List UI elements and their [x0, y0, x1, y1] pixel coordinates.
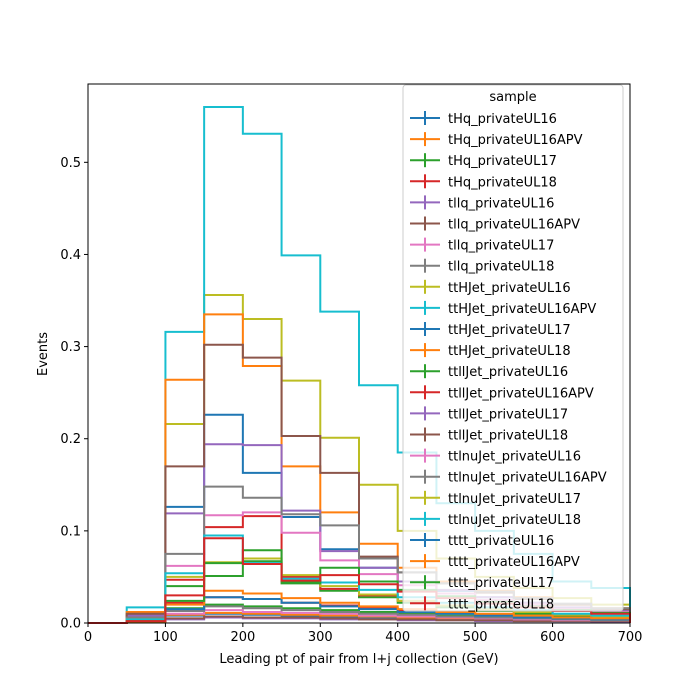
- legend-entry: ttHJet_privateUL16: [448, 281, 571, 296]
- plot-frame: [87, 83, 631, 624]
- legend-entry: tttt_privateUL18: [448, 597, 554, 612]
- legend-entry: ttlnuJet_privateUL16APV: [448, 471, 607, 486]
- x-tick-label: 100: [153, 630, 178, 645]
- legend-title: sample: [489, 90, 536, 105]
- legend-entry: ttlnuJet_privateUL17: [448, 492, 581, 507]
- x-axis-label: Leading pt of pair from l+j collection (…: [219, 652, 498, 667]
- x-tick-label: 500: [463, 630, 488, 645]
- y-tick-label: 0.1: [60, 524, 81, 539]
- legend-entry: tttt_privateUL17: [448, 576, 554, 591]
- legend-entry: tllq_privateUL18: [448, 260, 554, 275]
- y-tick-label: 0.3: [60, 340, 81, 355]
- legend-entry: tllq_privateUL17: [448, 239, 554, 254]
- y-tick-label: 0.2: [60, 432, 81, 447]
- legend-entry: ttHJet_privateUL16APV: [448, 302, 596, 317]
- x-tick-label: 0: [84, 630, 92, 645]
- y-tick-label: 0.5: [60, 156, 81, 171]
- legend-entry: tttt_privateUL16: [448, 534, 554, 549]
- legend-entry: ttllJet_privateUL16: [448, 365, 568, 380]
- x-tick-label: 300: [308, 630, 333, 645]
- y-tick-label: 0.0: [60, 617, 81, 632]
- legend: sample tHq_privateUL16 tHq_privateUL16APV…: [402, 84, 624, 612]
- legend-entry: tllq_privateUL16: [448, 196, 554, 211]
- legend-entry: tttt_privateUL16APV: [448, 555, 580, 570]
- axes-layer: 0 100 200 300 400 500 600 700 0.0 0.1 0.2 0.3 0.4 0.5: [60, 156, 642, 645]
- legend-entry: ttHJet_privateUL17: [448, 323, 571, 338]
- x-tick-label: 700: [618, 630, 643, 645]
- legend-entry: tllq_privateUL16APV: [448, 218, 580, 233]
- legend-entry: tHq_privateUL16APV: [448, 133, 583, 148]
- x-tick-label: 400: [385, 630, 410, 645]
- y-tick-label: 0.4: [60, 248, 81, 263]
- legend-entry: ttllJet_privateUL16APV: [448, 386, 594, 401]
- legend-entry: ttHJet_privateUL18: [448, 344, 571, 359]
- legend-entry: ttllJet_privateUL17: [448, 407, 568, 422]
- legend-entry: tHq_privateUL16: [448, 112, 557, 127]
- legend-entry: ttlnuJet_privateUL16: [448, 450, 581, 465]
- series-tttt_privateUL16APV: [88, 589, 631, 624]
- legend-entry: tHq_privateUL18: [448, 175, 557, 190]
- legend-box: [402, 84, 624, 612]
- y-axis-label: Events: [36, 332, 51, 376]
- x-tick-label: 200: [230, 630, 255, 645]
- legend-entry: ttlnuJet_privateUL18: [448, 513, 581, 528]
- x-tick-label: 600: [540, 630, 565, 645]
- legend-entry: ttllJet_privateUL18: [448, 429, 568, 444]
- legend-entry: tHq_privateUL17: [448, 154, 557, 169]
